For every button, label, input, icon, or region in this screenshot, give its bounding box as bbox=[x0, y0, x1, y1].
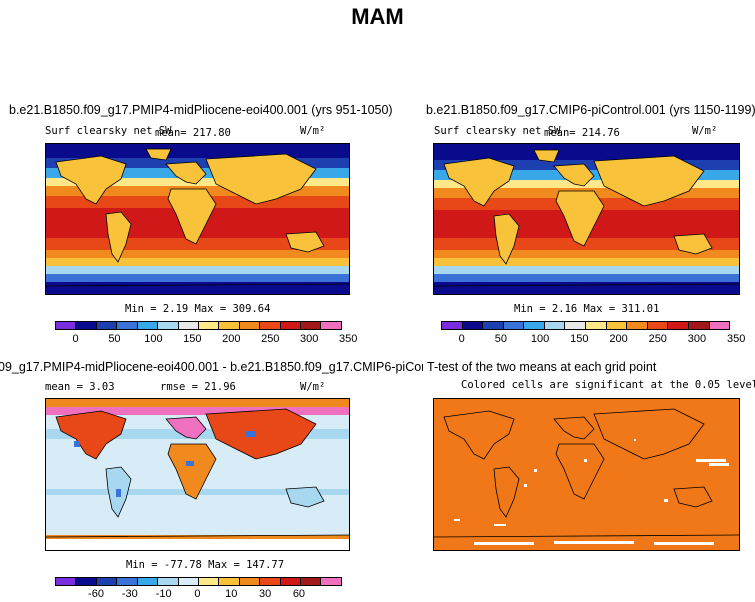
panel3-colorbar-tick-label: -30 bbox=[121, 588, 138, 600]
panel2-colorbar-tick-label: 250 bbox=[648, 333, 667, 345]
panel2-colorbar-swatch bbox=[524, 322, 545, 329]
panel3-colorbar-swatch bbox=[260, 578, 281, 585]
panel2-colorbar-swatch bbox=[586, 322, 607, 329]
panel1-colorbar-labels: 0 50 100 150 200 250 300 350 bbox=[55, 333, 357, 347]
panel3-title: 09_g17.PMIP4-midPliocene-eoi400.001 - b.… bbox=[0, 360, 423, 374]
panel1-colorbar-tick-label: 250 bbox=[261, 333, 280, 345]
panel1-minmax: Min = 2.19 Max = 309.64 bbox=[125, 303, 271, 315]
panel2-variable: Surf clearsky net SW bbox=[434, 125, 561, 137]
panel3-colorbar-swatch bbox=[198, 578, 220, 585]
panel3-colorbar-swatch bbox=[301, 578, 322, 585]
panel3-colorbar-swatch bbox=[96, 578, 118, 585]
panel1-colorbar-swatch bbox=[178, 322, 199, 329]
panel2-colorbar-swatch bbox=[503, 322, 525, 329]
panel2-colorbar-tick-label: 150 bbox=[570, 333, 589, 345]
panel1-colorbar-swatch bbox=[137, 322, 159, 329]
panel2-colorbar-swatch bbox=[688, 322, 710, 329]
panel2-colorbar-swatch bbox=[442, 322, 463, 329]
panel2-colorbar-swatch bbox=[606, 322, 628, 329]
panel3-colorbar-tick-label: -60 bbox=[88, 588, 104, 600]
panel1-colorbar bbox=[55, 321, 342, 330]
panel2-colorbar-tick-label: 50 bbox=[494, 333, 507, 345]
panel1-colorbar-tick-label: 300 bbox=[300, 333, 319, 345]
panel2-map bbox=[433, 143, 740, 295]
panel1-colorbar-swatch bbox=[198, 322, 220, 329]
panel1-colorbar-swatch bbox=[219, 322, 240, 329]
panel3-colorbar-labels: -60 -30 -10 0 10 30 60 bbox=[55, 588, 342, 602]
panel3-colorbar-swatch bbox=[137, 578, 159, 585]
panel2-colorbar-tick-label: 200 bbox=[609, 333, 628, 345]
panel2-title: b.e21.B1850.f09_g17.CMIP6-piControl.001 … bbox=[426, 103, 755, 117]
panel2-colorbar-swatch bbox=[668, 322, 689, 329]
panel3-colorbar-swatch bbox=[280, 578, 302, 585]
panel1-colorbar-swatch bbox=[96, 322, 118, 329]
panel2-colorbar-swatch bbox=[709, 322, 730, 329]
panel2-units: W/m² bbox=[692, 125, 718, 137]
panel3-map bbox=[45, 398, 350, 551]
panel1-colorbar-swatch bbox=[321, 322, 341, 329]
panel3-rmse: rmse = 21.96 bbox=[160, 381, 236, 393]
panel1-colorbar-tick-label: 150 bbox=[183, 333, 202, 345]
panel3-colorbar-swatch bbox=[56, 578, 77, 585]
panel2-colorbar-tick-label: 350 bbox=[727, 333, 746, 345]
panel2-colorbar-tick-label: 100 bbox=[530, 333, 550, 345]
panel2-colorbar-swatch bbox=[627, 322, 648, 329]
panel2-colorbar-swatch bbox=[647, 322, 669, 329]
panel2-colorbar-swatch bbox=[565, 322, 587, 329]
panel3-colorbar bbox=[55, 577, 342, 586]
panel1-title: b.e21.B1850.f09_g17.PMIP4-midPliocene-eo… bbox=[9, 103, 393, 117]
panel3-colorbar-tick-label: 0 bbox=[194, 588, 201, 600]
panel1-colorbar-swatch bbox=[158, 322, 179, 329]
panel3-minmax: Min = -77.78 Max = 147.77 bbox=[126, 559, 285, 571]
panel1-colorbar-tick-label: 0 bbox=[72, 333, 79, 345]
panel3-mean: mean = 3.03 bbox=[45, 381, 115, 393]
panel2-colorbar-labels: 0 50 100 150 200 250 300 350 bbox=[441, 333, 746, 347]
panel1-units: W/m² bbox=[300, 125, 326, 137]
panel2-map-svg bbox=[434, 144, 739, 294]
panel3-colorbar-swatch bbox=[117, 578, 138, 585]
panel2-colorbar-swatch bbox=[483, 322, 504, 329]
panel1-colorbar-tick-label: 100 bbox=[144, 333, 163, 345]
panel1-colorbar-tick-label: 200 bbox=[222, 333, 241, 345]
panel3-colorbar-tick-label: 30 bbox=[259, 588, 272, 600]
panel1-colorbar-swatch bbox=[56, 322, 77, 329]
panel3-colorbar-tick-label: 10 bbox=[225, 588, 238, 600]
panel2-colorbar-swatch bbox=[544, 322, 566, 329]
panel4-title: T-test of the two means at each grid poi… bbox=[427, 360, 657, 374]
panel4-map-svg bbox=[434, 399, 739, 550]
panel4-map bbox=[433, 398, 740, 551]
panel1-variable: Surf clearsky net SW bbox=[45, 125, 172, 137]
panel2-colorbar bbox=[441, 321, 730, 330]
panel1-colorbar-swatch bbox=[280, 322, 302, 329]
panel3-colorbar-swatch bbox=[178, 578, 199, 585]
figure-title: MAM bbox=[351, 4, 404, 29]
panel3-colorbar-tick-label: 60 bbox=[292, 588, 306, 600]
panel1-mean: mean= 217.80 bbox=[155, 127, 231, 139]
panel1-colorbar-swatch bbox=[301, 322, 322, 329]
panel3-colorbar-swatch bbox=[76, 578, 97, 585]
panel3-colorbar-swatch bbox=[158, 578, 179, 585]
panel3-colorbar-swatch bbox=[321, 578, 341, 585]
panel2-minmax: Min = 2.16 Max = 311.01 bbox=[514, 303, 660, 315]
panel1-map-svg bbox=[46, 144, 349, 294]
panel3-colorbar-swatch bbox=[239, 578, 261, 585]
panel1-colorbar-swatch bbox=[239, 322, 261, 329]
panel2-colorbar-tick-label: 300 bbox=[687, 333, 707, 345]
panel1-colorbar-tick-label: 50 bbox=[108, 333, 121, 345]
panel2-colorbar-tick-label: 0 bbox=[458, 333, 465, 345]
panel4-subtitle: Colored cells are significant at the 0.0… bbox=[461, 379, 755, 391]
panel3-map-svg bbox=[46, 399, 349, 550]
panel3-colorbar-tick-label: -10 bbox=[155, 588, 172, 600]
panel3-units: W/m² bbox=[300, 381, 326, 393]
panel1-colorbar-swatch bbox=[117, 322, 138, 329]
panel2-colorbar-swatch bbox=[462, 322, 484, 329]
panel1-colorbar-swatch bbox=[76, 322, 97, 329]
panel3-colorbar-swatch bbox=[219, 578, 240, 585]
panel2-mean: mean= 214.76 bbox=[544, 127, 620, 139]
panel1-colorbar-swatch bbox=[260, 322, 281, 329]
panel1-colorbar-tick-label: 350 bbox=[338, 333, 358, 345]
panel1-map bbox=[45, 143, 350, 295]
